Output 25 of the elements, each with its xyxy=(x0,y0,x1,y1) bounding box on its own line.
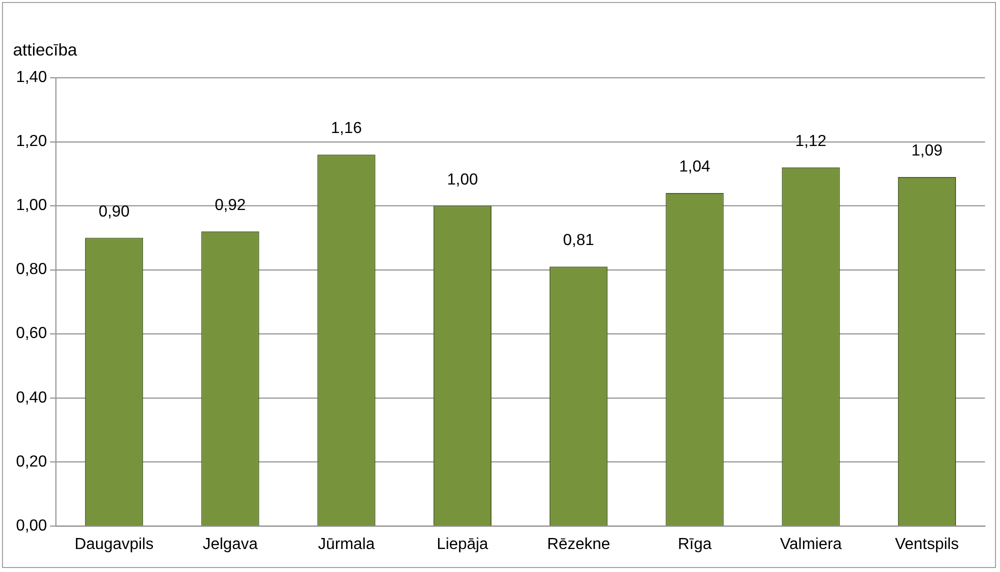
y-tick-label: 0,60 xyxy=(16,325,48,342)
x-tick-label: Liepāja xyxy=(436,536,488,553)
y-tick-label: 0,80 xyxy=(16,261,48,278)
x-tick-label: Daugavpils xyxy=(74,536,154,553)
y-tick-label: 1,40 xyxy=(16,69,48,86)
y-tick-label: 0,20 xyxy=(16,453,48,470)
y-tick-label: 0,00 xyxy=(16,517,48,534)
x-tick-label: Valmiera xyxy=(780,536,842,553)
data-label: 1,09 xyxy=(911,142,943,160)
data-label: 0,90 xyxy=(98,203,130,220)
y-tick-label: 1,20 xyxy=(16,133,48,150)
x-tick-label: Rēzekne xyxy=(547,536,610,553)
y-tick-label: 1,00 xyxy=(16,197,48,214)
data-label: 1,16 xyxy=(330,120,362,138)
x-tick-label: Ventspils xyxy=(895,536,959,553)
y-axis-title: attiecība xyxy=(12,40,78,60)
data-label: 0,81 xyxy=(563,232,594,250)
x-tick-label: Jelgava xyxy=(202,536,258,553)
x-tick-label: Rīga xyxy=(678,536,712,553)
data-label: 1,00 xyxy=(446,171,478,188)
data-label: 1,04 xyxy=(679,158,710,176)
data-label: 0,92 xyxy=(214,196,246,214)
data-label: 1,12 xyxy=(795,132,826,150)
y-tick-label: 0,40 xyxy=(16,389,48,406)
x-tick-label: Jūrmala xyxy=(318,536,375,553)
